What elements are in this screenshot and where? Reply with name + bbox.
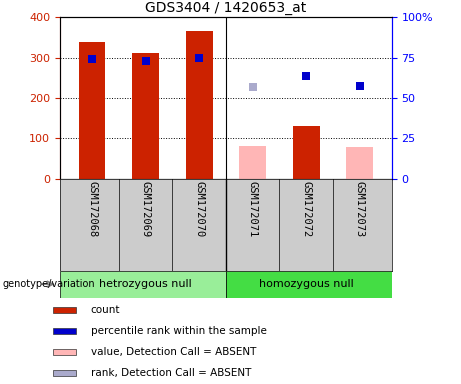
Text: homozygous null: homozygous null <box>259 279 354 289</box>
Bar <box>79 42 106 179</box>
Bar <box>226 271 392 298</box>
Bar <box>60 271 226 298</box>
Text: GSM172071: GSM172071 <box>248 181 258 238</box>
Title: GDS3404 / 1420653_at: GDS3404 / 1420653_at <box>145 1 307 15</box>
Text: value, Detection Call = ABSENT: value, Detection Call = ABSENT <box>91 347 256 358</box>
Text: GSM172073: GSM172073 <box>355 181 365 238</box>
Text: hetrozygous null: hetrozygous null <box>99 279 192 289</box>
Text: rank, Detection Call = ABSENT: rank, Detection Call = ABSENT <box>91 368 251 379</box>
Bar <box>186 31 213 179</box>
Text: GSM172068: GSM172068 <box>87 181 97 238</box>
Bar <box>53 371 76 376</box>
Text: GSM172069: GSM172069 <box>141 181 151 238</box>
Bar <box>53 349 76 355</box>
Bar <box>132 53 159 179</box>
Bar <box>239 146 266 179</box>
Text: count: count <box>91 305 120 315</box>
Text: percentile rank within the sample: percentile rank within the sample <box>91 326 267 336</box>
Text: genotype/variation: genotype/variation <box>2 279 95 289</box>
Bar <box>53 307 76 313</box>
Text: GSM172072: GSM172072 <box>301 181 311 238</box>
Bar <box>293 126 319 179</box>
Bar <box>346 147 373 179</box>
Bar <box>53 328 76 334</box>
Text: GSM172070: GSM172070 <box>194 181 204 238</box>
